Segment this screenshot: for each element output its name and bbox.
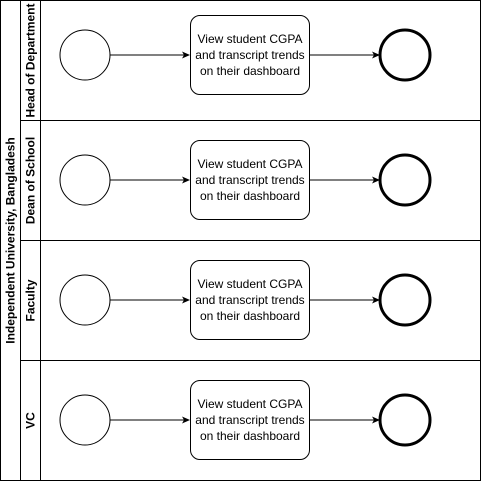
end-event-dean-of-school[interactable] <box>378 153 432 207</box>
lane-label-faculty: Faculty <box>24 279 38 321</box>
end-event-head-of-department[interactable] <box>378 28 432 82</box>
lane-label-head-of-department: Head of Department <box>24 3 38 117</box>
task-label: View student CGPA and transcript trends … <box>195 32 305 78</box>
task-label: View student CGPA and transcript trends … <box>195 157 305 203</box>
end-event-vc[interactable] <box>378 393 432 447</box>
pool-label: Independent University, Bangladesh <box>4 137 18 343</box>
task-label: View student CGPA and transcript trends … <box>195 397 305 443</box>
start-event-vc[interactable] <box>59 394 111 446</box>
task-dean-of-school[interactable]: View student CGPA and transcript trends … <box>190 140 310 220</box>
task-head-of-department[interactable]: View student CGPA and transcript trends … <box>190 15 310 95</box>
task-faculty[interactable]: View student CGPA and transcript trends … <box>190 260 310 340</box>
end-event-faculty[interactable] <box>378 273 432 327</box>
task-label: View student CGPA and transcript trends … <box>195 277 305 323</box>
start-event-faculty[interactable] <box>59 274 111 326</box>
start-event-head-of-department[interactable] <box>59 29 111 81</box>
lane-label-dean-of-school: Dean of School <box>24 137 38 224</box>
lane-label-vc: VC <box>24 412 38 429</box>
start-event-dean-of-school[interactable] <box>59 154 111 206</box>
task-vc[interactable]: View student CGPA and transcript trends … <box>190 380 310 460</box>
